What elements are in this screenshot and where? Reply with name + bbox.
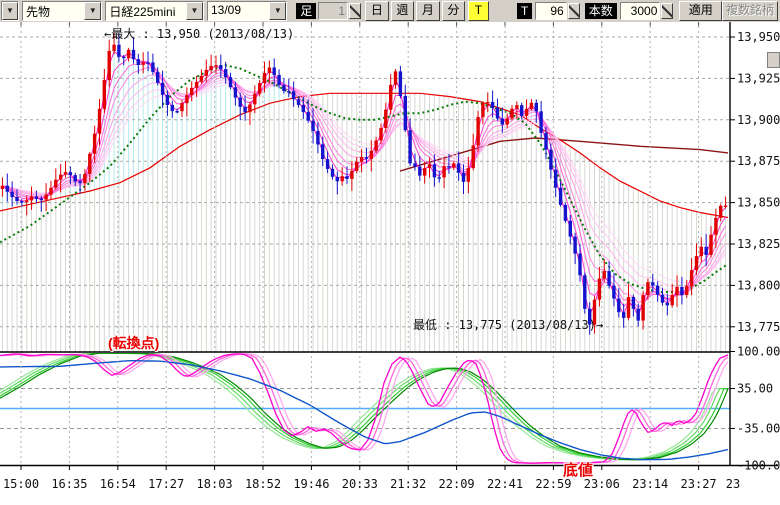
- t-value-input[interactable]: 96: [535, 2, 567, 20]
- category-value: 先物: [26, 5, 51, 19]
- svg-text:15:00: 15:00: [3, 477, 39, 491]
- svg-text:22:59: 22:59: [535, 477, 571, 491]
- interval-input[interactable]: 1: [318, 2, 349, 20]
- svg-text:-100.00: -100.00: [737, 459, 780, 473]
- svg-text:19:46: 19:46: [293, 477, 329, 491]
- tick-button[interactable]: T: [468, 1, 489, 21]
- bar-count-input[interactable]: 3000: [619, 2, 661, 20]
- bar-count-label: 本数: [584, 3, 617, 19]
- stub-dropdown[interactable]: ▼: [1, 1, 19, 21]
- count-spinner-icon[interactable]: [661, 3, 674, 19]
- chart-canvas[interactable]: 13,950 13,925 13,900 13,875 13,850 13,825 13,8…: [0, 22, 780, 500]
- t-label: T: [516, 3, 533, 19]
- svg-text:23: 23: [726, 477, 740, 491]
- multi-symbol-button: 複数銘柄: [722, 1, 779, 21]
- svg-text:13,925: 13,925: [737, 71, 780, 85]
- period-minute-button[interactable]: 分: [441, 1, 466, 21]
- interval-spinner-icon[interactable]: [349, 3, 362, 19]
- svg-text:21:32: 21:32: [390, 477, 426, 491]
- svg-text:18:52: 18:52: [245, 477, 281, 491]
- svg-text:23:27: 23:27: [681, 477, 717, 491]
- dropdown-arrow-icon[interactable]: ▼: [185, 2, 203, 20]
- bar-type-label: 足: [296, 3, 317, 19]
- svg-text:22:09: 22:09: [439, 477, 475, 491]
- chart-corner-button[interactable]: [767, 52, 780, 68]
- category-dropdown[interactable]: 先物 ▼: [22, 1, 103, 21]
- svg-text:22:41: 22:41: [487, 477, 523, 491]
- dropdown-arrow-icon[interactable]: ▼: [2, 2, 18, 20]
- svg-text:20:33: 20:33: [342, 477, 378, 491]
- symbol-value: 日経225mini: [109, 5, 176, 19]
- svg-text:13,900: 13,900: [737, 113, 780, 127]
- period-month-button[interactable]: 月: [416, 1, 440, 21]
- apply-button[interactable]: 適用: [679, 1, 723, 21]
- symbol-dropdown[interactable]: 日経225mini ▼: [105, 1, 204, 21]
- svg-text:13,850: 13,850: [737, 196, 780, 210]
- period-week-button[interactable]: 週: [390, 1, 415, 21]
- svg-text:23:14: 23:14: [632, 477, 668, 491]
- svg-text:13,875: 13,875: [737, 154, 780, 168]
- svg-text:35.00: 35.00: [737, 382, 773, 396]
- svg-text:17:27: 17:27: [148, 477, 184, 491]
- svg-text:13,800: 13,800: [737, 278, 780, 292]
- dropdown-arrow-icon[interactable]: ▼: [84, 2, 102, 20]
- svg-text:18:03: 18:03: [197, 477, 233, 491]
- svg-text:13,825: 13,825: [737, 237, 780, 251]
- price-chart[interactable]: 13,950 13,925 13,900 13,875 13,850 13,825 13,8…: [0, 22, 780, 500]
- svg-text:13,950: 13,950: [737, 30, 780, 44]
- contract-month-dropdown[interactable]: 13/09 ▼: [206, 1, 288, 21]
- svg-text:16:35: 16:35: [51, 477, 87, 491]
- dropdown-arrow-icon[interactable]: ▼: [269, 2, 287, 20]
- svg-text:-35.00: -35.00: [737, 421, 780, 435]
- t-spinner-icon[interactable]: [567, 3, 580, 19]
- contract-value: 13/09: [210, 3, 241, 17]
- svg-text:16:54: 16:54: [100, 477, 136, 491]
- period-day-button[interactable]: 日: [365, 1, 389, 21]
- svg-text:100.00: 100.00: [737, 345, 780, 359]
- svg-text:23:06: 23:06: [584, 477, 620, 491]
- toolbar: ▼ 先物 ▼ 日経225mini ▼ 13/09 ▼ 足 1 日 週 月 分 T…: [0, 0, 780, 23]
- svg-text:13,775: 13,775: [737, 320, 780, 334]
